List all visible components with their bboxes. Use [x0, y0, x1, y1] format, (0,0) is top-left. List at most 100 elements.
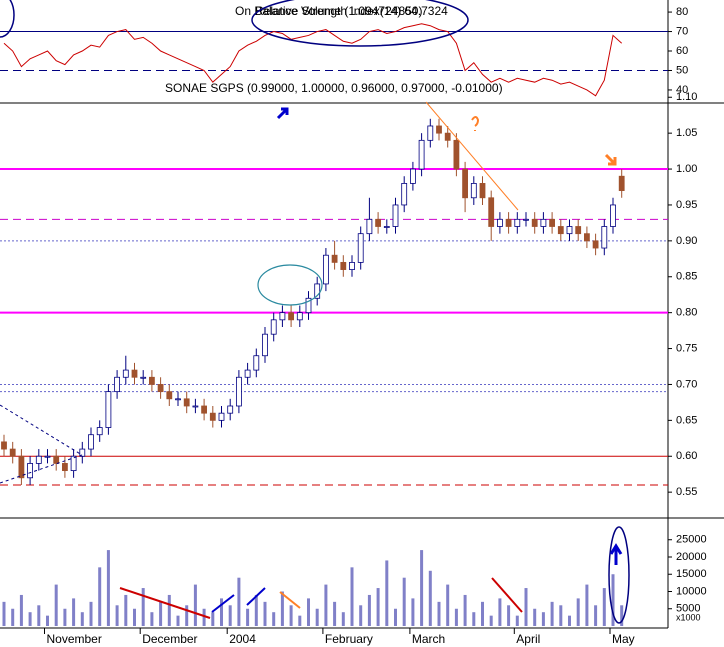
- volume-bar: [237, 577, 241, 626]
- volume-bar: [498, 598, 502, 626]
- candle-body: [122, 369, 129, 378]
- candle-body: [618, 175, 625, 191]
- candle-body: [401, 183, 408, 206]
- candle-body: [566, 226, 573, 235]
- volume-bar: [463, 594, 467, 626]
- volume-bar: [585, 584, 589, 626]
- candle-body: [148, 376, 155, 385]
- annotation-arrow: [609, 543, 623, 565]
- candle-body: [192, 405, 199, 408]
- annotation-ellipse: [257, 264, 323, 306]
- annotation-ellipse: [608, 526, 630, 624]
- candle-body: [140, 376, 147, 379]
- volume-bar: [202, 608, 206, 626]
- candle-body: [288, 312, 295, 321]
- volume-bar: [106, 550, 110, 626]
- volume-bar: [2, 601, 6, 626]
- candle-body: [235, 376, 242, 407]
- candle-body: [79, 448, 86, 457]
- volume-bar: [185, 605, 189, 626]
- candle-body: [436, 125, 442, 134]
- candle-body: [18, 455, 25, 479]
- rsi-line: [3, 23, 623, 97]
- y-tick-label: 1.05: [676, 127, 697, 139]
- trend-line: [119, 587, 211, 619]
- volume-bar: [46, 615, 49, 626]
- candle-body: [592, 240, 599, 249]
- candle-body: [462, 168, 469, 199]
- trend-line: [491, 577, 523, 613]
- trend-line: [0, 404, 83, 456]
- annotation-arrow: [276, 107, 289, 120]
- volume-bar: [289, 605, 293, 626]
- annotation-arrow: [604, 153, 617, 166]
- volume-bar: [315, 608, 319, 626]
- candle-body: [70, 455, 77, 472]
- volume-bar: [437, 601, 441, 626]
- volume-bar: [72, 598, 76, 626]
- volume-bar: [489, 615, 493, 626]
- candle-body: [523, 218, 529, 221]
- candle-body: [383, 226, 390, 228]
- volume-bar: [446, 584, 450, 626]
- volume-bar: [420, 550, 424, 626]
- y-tick-label: 5000: [676, 603, 700, 615]
- candle-body: [27, 463, 34, 479]
- candle-body: [540, 218, 547, 227]
- candle-body: [331, 254, 338, 263]
- y-tick-label: 10000: [676, 585, 707, 597]
- volume-bar: [176, 615, 180, 626]
- volume-bar: [98, 567, 102, 626]
- candle-body: [409, 168, 416, 184]
- candle-body: [575, 226, 582, 235]
- candle-body: [305, 297, 312, 314]
- volume-bar: [37, 605, 41, 626]
- volume-bar: [594, 605, 598, 626]
- volume-bar: [402, 577, 406, 626]
- volume-bar: [89, 601, 93, 626]
- volume-bar: [167, 594, 171, 626]
- volume-bar: [150, 612, 154, 626]
- candle-body: [340, 261, 347, 270]
- y-tick-label: 0.80: [676, 307, 697, 319]
- y-tick-label: 0.90: [676, 235, 697, 247]
- y-tick-label: 1.00: [676, 163, 697, 175]
- y-tick-label: 0.85: [676, 271, 697, 283]
- candle-body: [479, 183, 486, 199]
- candle-body: [88, 434, 94, 450]
- volume-bar: [254, 594, 258, 626]
- candle-body: [453, 139, 460, 170]
- candle-body: [418, 139, 425, 170]
- price-title: SONAE SGPS (0.99000, 1.00000, 0.96000, 0…: [165, 81, 503, 95]
- volume-bar: [11, 608, 15, 626]
- rsi-title: Relative Strength Index(14) 64.7324: [255, 4, 448, 18]
- candle-body: [175, 398, 181, 401]
- volume-bar: [620, 605, 624, 626]
- candle-body: [201, 405, 208, 414]
- volume-bar: [124, 594, 128, 626]
- candle-body: [366, 218, 373, 235]
- y-tick-label: 0.65: [676, 414, 697, 426]
- y-tick-label: 0.55: [676, 486, 697, 498]
- volume-bar: [359, 605, 363, 626]
- candle-body: [44, 455, 51, 458]
- volume-bar: [80, 612, 84, 626]
- volume-bar: [576, 598, 580, 626]
- y-tick-label: 25000: [676, 534, 707, 546]
- x-tick-label: March: [412, 632, 445, 646]
- candle-body: [557, 226, 564, 235]
- x-tick-label: November: [47, 632, 102, 646]
- y-tick-label: 40: [676, 84, 688, 96]
- volume-bar: [193, 584, 197, 626]
- volume-bar: [411, 598, 415, 626]
- volume-bar: [394, 608, 397, 626]
- candle-body: [183, 398, 190, 407]
- x-tick-label: April: [516, 632, 540, 646]
- candle-body: [505, 218, 512, 227]
- candle-body: [227, 405, 234, 414]
- volume-bar: [298, 615, 302, 626]
- volume-bar: [428, 570, 432, 626]
- candle-body: [279, 312, 286, 321]
- candle-body: [1, 441, 7, 450]
